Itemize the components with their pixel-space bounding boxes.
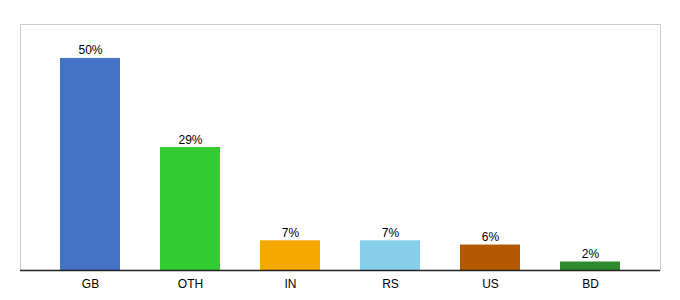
svg-text:US: US [482,277,499,291]
svg-text:50%: 50% [78,43,102,57]
svg-text:6%: 6% [482,230,500,244]
svg-text:29%: 29% [178,133,202,147]
svg-text:RS: RS [382,277,399,291]
svg-text:OTH: OTH [178,277,203,291]
svg-text:2%: 2% [582,247,600,261]
svg-text:7%: 7% [282,226,300,240]
svg-text:IN: IN [285,277,297,291]
svg-text:GB: GB [82,277,99,291]
svg-text:7%: 7% [382,226,400,240]
svg-text:BD: BD [582,277,599,291]
